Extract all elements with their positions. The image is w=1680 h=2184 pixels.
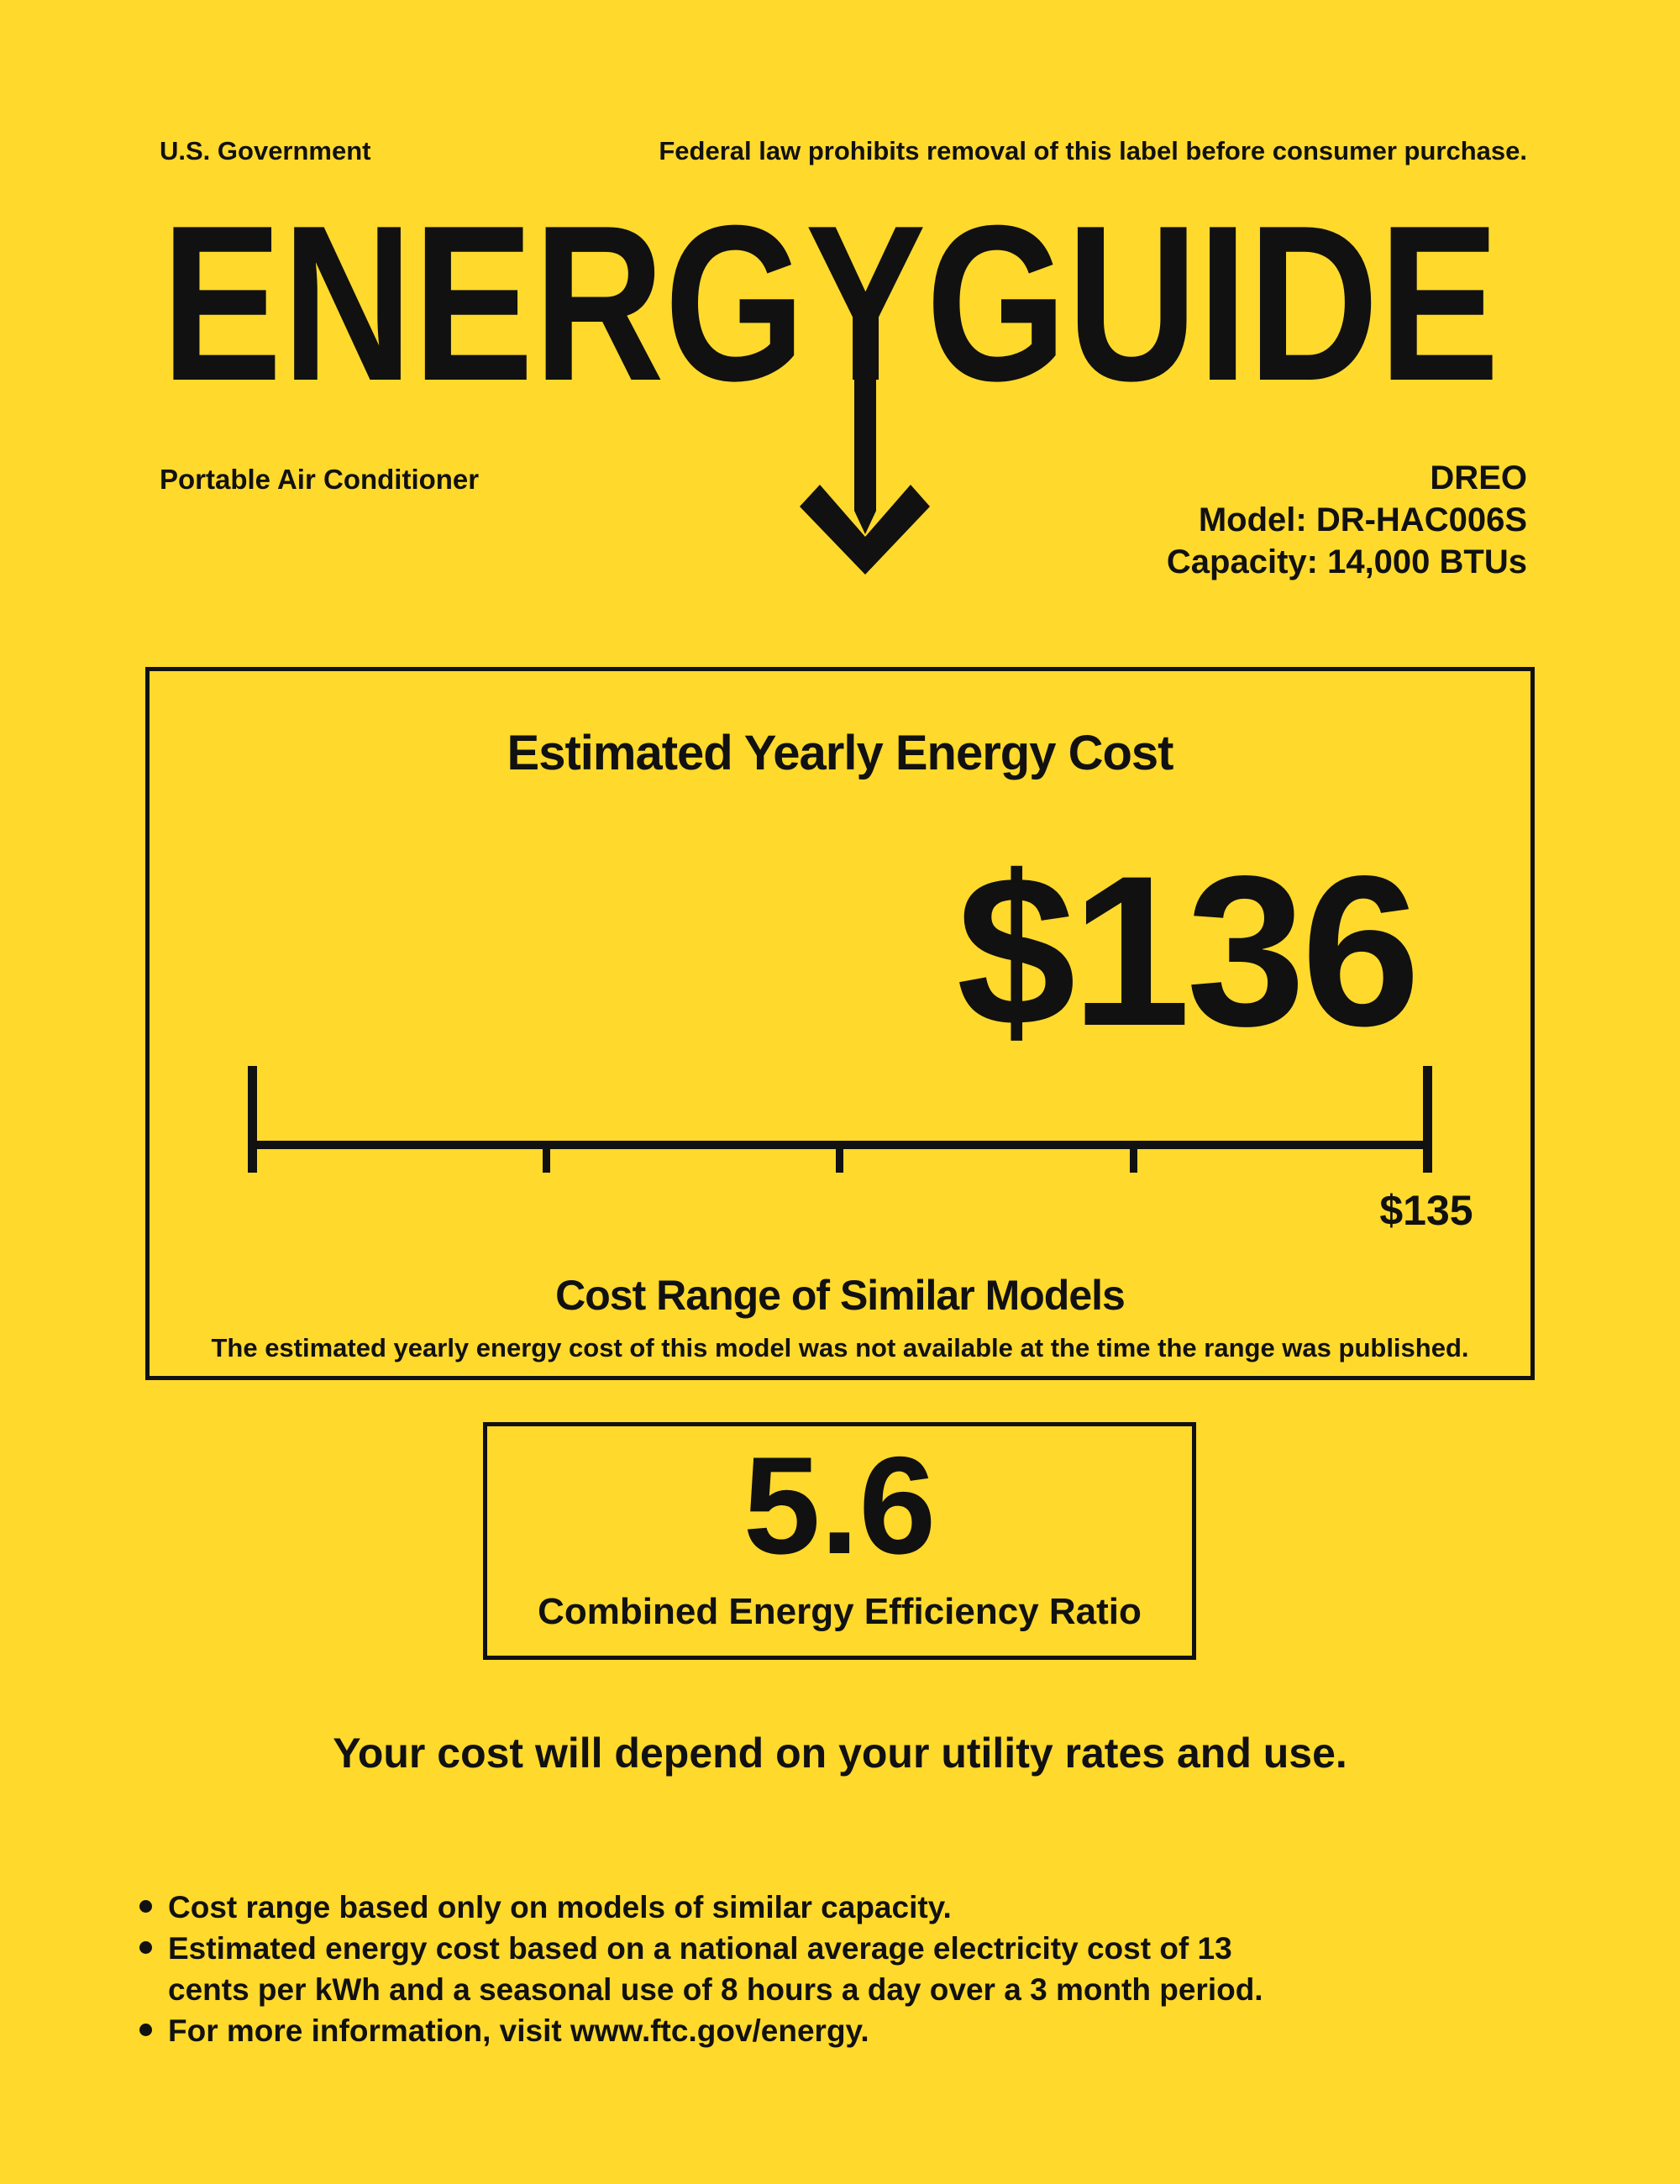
footnote-item: Estimated energy cost based on a nationa… bbox=[139, 1928, 1416, 2010]
down-arrow-head bbox=[800, 485, 930, 575]
down-arrow-stem bbox=[854, 360, 876, 534]
brand-name: DREO bbox=[1430, 459, 1527, 496]
cost-disclaimer: Your cost will depend on your utility ra… bbox=[333, 1730, 1347, 1777]
down-arrow-icon bbox=[800, 360, 930, 575]
estimated-yearly-cost: $136 bbox=[956, 832, 1420, 1071]
bullet-dot bbox=[139, 1900, 152, 1913]
footnote-line: For more information, visit www.ftc.gov/… bbox=[168, 2013, 869, 2048]
cost-range-scale bbox=[248, 1066, 1432, 1173]
ceer-label: Combined Energy Efficiency Ratio bbox=[538, 1591, 1142, 1632]
model-number: Model: DR-HAC006S bbox=[1198, 501, 1527, 538]
estimated-cost-box: Estimated Yearly Energy Cost $136 $135 C… bbox=[145, 667, 1535, 1380]
scale-left-end-tick bbox=[248, 1066, 257, 1173]
footnote-line: Cost range based only on models of simil… bbox=[168, 1890, 952, 1924]
footnotes: Cost range based only on models of simil… bbox=[139, 1887, 1416, 2051]
ceer-box: 5.6 Combined Energy Efficiency Ratio bbox=[483, 1422, 1196, 1660]
ceer-value: 5.6 bbox=[743, 1428, 937, 1583]
title-graphic: ENERGYGUIDE bbox=[161, 179, 1499, 575]
scale-max-label: $135 bbox=[1379, 1187, 1473, 1234]
scale-mid-tick bbox=[1130, 1141, 1137, 1173]
bullet-dot bbox=[139, 1941, 152, 1954]
cost-range-note: The estimated yearly energy cost of this… bbox=[211, 1333, 1469, 1362]
cost-range-title: Cost Range of Similar Models bbox=[555, 1272, 1126, 1319]
federal-law-notice: Federal law prohibits removal of this la… bbox=[659, 136, 1527, 165]
footnote-line: Estimated energy cost based on a nationa… bbox=[168, 1931, 1232, 1966]
us-government-text: U.S. Government bbox=[160, 136, 371, 165]
cost-box-heading: Estimated Yearly Energy Cost bbox=[507, 726, 1174, 780]
footnote-line: cents per kWh and a seasonal use of 8 ho… bbox=[168, 1972, 1263, 2007]
product-type: Portable Air Conditioner bbox=[160, 464, 480, 495]
scale-right-end-tick bbox=[1423, 1066, 1432, 1173]
footnote-item: Cost range based only on models of simil… bbox=[139, 1887, 1416, 1928]
capacity: Capacity: 14,000 BTUs bbox=[1166, 543, 1527, 580]
energyguide-title: ENERGYGUIDE bbox=[161, 179, 1499, 427]
scale-mid-tick bbox=[836, 1141, 843, 1173]
scale-mid-tick bbox=[543, 1141, 550, 1173]
footnote-item: For more information, visit www.ftc.gov/… bbox=[139, 2010, 1416, 2051]
bullet-dot bbox=[139, 2024, 152, 2036]
brand-block: DREO Model: DR-HAC006S Capacity: 14,000 … bbox=[1167, 457, 1527, 583]
